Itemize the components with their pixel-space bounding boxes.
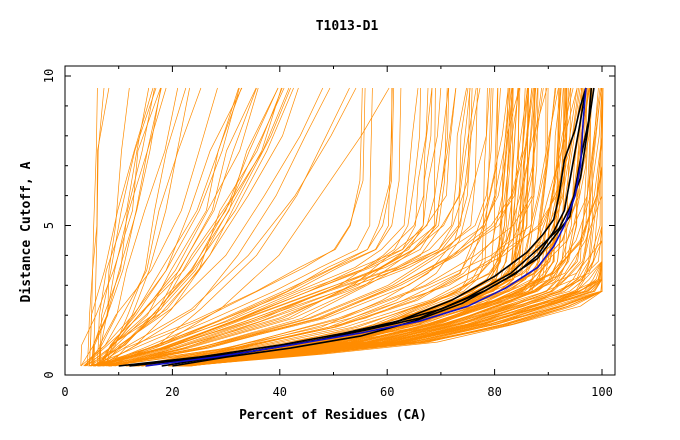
orange-curve — [90, 87, 395, 367]
orange-curve — [97, 87, 242, 367]
orange-curve — [188, 87, 557, 367]
orange-curve — [94, 87, 324, 367]
orange-curve — [89, 87, 294, 367]
highlighted-curves-layer — [118, 87, 595, 367]
orange-curve — [110, 87, 509, 367]
orange-curve — [97, 87, 282, 367]
orange-curve — [92, 87, 105, 367]
orange-curve — [89, 87, 98, 367]
orange-curve — [91, 87, 162, 367]
x-tick-label: 40 — [273, 385, 287, 399]
orange-curve — [91, 87, 366, 367]
x-axis-ticks: 0 20 40 60 80 100 — [61, 66, 613, 399]
orange-curve — [113, 87, 449, 367]
orange-curve — [93, 87, 130, 367]
orange-curve — [89, 87, 436, 367]
black-curve — [118, 87, 587, 367]
orange-curve — [132, 87, 481, 367]
orange-curve — [107, 87, 471, 367]
orange-curve — [120, 87, 433, 367]
orange-curve — [108, 87, 513, 367]
orange-curve — [97, 87, 494, 367]
orange-curve — [175, 87, 561, 367]
orange-curve — [85, 87, 279, 367]
x-tick-label: 100 — [591, 385, 613, 399]
orange-curve — [86, 87, 110, 367]
orange-curve — [108, 87, 363, 367]
orange-curve — [99, 87, 467, 367]
orange-curve — [97, 87, 402, 367]
orange-curve — [102, 87, 283, 367]
orange-curve — [85, 87, 257, 367]
y-axis-label: Distance Cutoff, A — [19, 161, 34, 302]
x-tick-label: 20 — [165, 385, 179, 399]
plot-frame — [64, 65, 616, 376]
orange-curve — [100, 87, 285, 367]
orange-curve — [103, 87, 559, 367]
orange-curve — [179, 87, 528, 367]
orange-curve — [100, 87, 299, 367]
orange-curve — [100, 87, 457, 367]
orange-curve — [182, 87, 513, 367]
black-curve — [172, 87, 593, 367]
y-tick-label: 0 — [42, 371, 56, 378]
orange-curve — [96, 87, 150, 367]
orange-curve — [98, 87, 218, 367]
orange-curve — [84, 87, 179, 367]
orange-curve — [188, 87, 583, 367]
orange-curve — [110, 87, 457, 367]
orange-curve — [88, 87, 154, 367]
orange-curve — [109, 87, 393, 367]
chart-title: T1013-D1 — [316, 19, 379, 34]
orange-curve — [98, 87, 373, 367]
orange-curve — [182, 88, 603, 367]
orange-curve — [93, 87, 257, 367]
orange-curve — [182, 87, 565, 367]
orange-curve — [181, 87, 539, 367]
orange-curve — [84, 87, 259, 367]
orange-curve — [105, 87, 471, 367]
orange-curve — [147, 87, 509, 367]
x-tick-label: 80 — [487, 385, 501, 399]
orange-curve — [187, 87, 529, 367]
orange-curve — [145, 87, 520, 367]
x-axis-label: Percent of Residues (CA) — [239, 408, 427, 423]
orange-curve — [99, 87, 157, 367]
x-tick-label: 60 — [380, 385, 394, 399]
orange-curve — [108, 87, 569, 367]
orange-curve — [99, 87, 419, 367]
y-tick-label: 10 — [42, 69, 56, 83]
orange-curve — [93, 87, 429, 367]
blue-curve — [145, 87, 587, 367]
orange-curve — [94, 87, 357, 367]
y-tick-label: 5 — [42, 222, 56, 229]
y-axis-ticks: 0 5 10 — [42, 69, 615, 379]
orange-curve — [97, 87, 448, 367]
orange-curve — [95, 87, 187, 367]
orange-curve — [109, 87, 477, 367]
orange-curve — [182, 88, 603, 367]
orange-curve — [80, 87, 161, 367]
orange-curve — [170, 87, 492, 367]
curves-layer — [80, 87, 604, 367]
black-curve — [129, 87, 587, 367]
x-tick-label: 0 — [61, 385, 68, 399]
orange-curve — [93, 87, 433, 367]
